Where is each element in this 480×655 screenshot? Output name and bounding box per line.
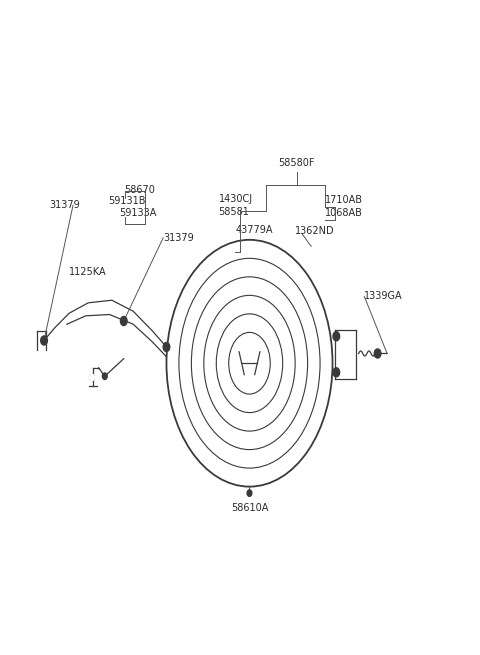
- Circle shape: [333, 331, 340, 341]
- Text: 31379: 31379: [49, 200, 80, 210]
- Text: 58581: 58581: [219, 207, 250, 217]
- Text: 59131B: 59131B: [108, 196, 145, 206]
- Circle shape: [374, 349, 381, 358]
- Text: 1068AB: 1068AB: [325, 208, 363, 217]
- Circle shape: [333, 367, 340, 377]
- Circle shape: [247, 490, 252, 496]
- Text: 59133A: 59133A: [119, 208, 156, 217]
- Text: 1362ND: 1362ND: [295, 227, 334, 236]
- Text: 58670: 58670: [124, 185, 155, 195]
- Text: 1125KA: 1125KA: [69, 267, 107, 277]
- Text: 58580F: 58580F: [279, 159, 315, 168]
- Text: 1430CJ: 1430CJ: [219, 194, 253, 204]
- Text: 43779A: 43779A: [235, 225, 273, 235]
- Circle shape: [163, 343, 170, 352]
- Text: 1339GA: 1339GA: [364, 291, 403, 301]
- Text: 31379: 31379: [163, 233, 194, 243]
- Circle shape: [90, 374, 95, 381]
- Circle shape: [120, 316, 127, 326]
- Text: 1710AB: 1710AB: [325, 195, 363, 204]
- Text: 58610A: 58610A: [231, 503, 268, 513]
- Circle shape: [41, 336, 48, 345]
- Circle shape: [102, 373, 107, 379]
